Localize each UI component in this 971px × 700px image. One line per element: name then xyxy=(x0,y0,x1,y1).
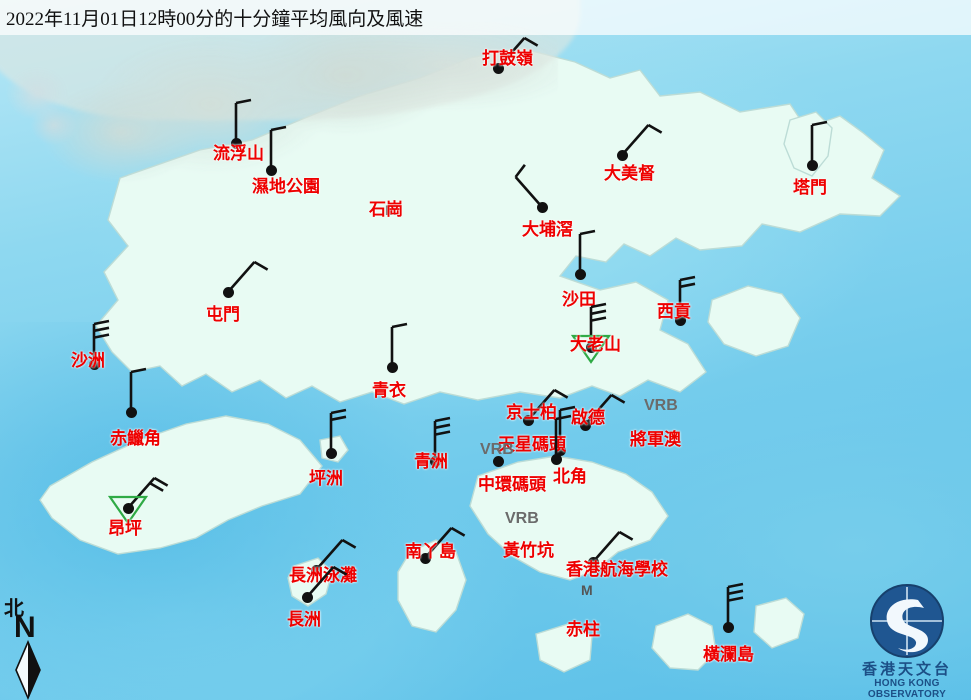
wind-barb-icon xyxy=(92,319,110,364)
wind-barb-icon xyxy=(592,530,634,563)
station-label: 啟德 xyxy=(571,408,605,427)
station-label: 將軍澳 xyxy=(630,430,681,449)
wind-barb-icon xyxy=(554,414,572,459)
station-dot-icon xyxy=(122,502,134,514)
station-dot-icon xyxy=(674,314,686,326)
station-label: 沙田 xyxy=(562,290,596,309)
station-label: 屯門 xyxy=(206,305,240,324)
station-label: 黃竹坑 xyxy=(503,541,554,560)
station-dot-icon xyxy=(301,591,313,603)
station-label: 香港航海學校 xyxy=(566,560,668,579)
compass-needle-icon xyxy=(15,640,41,700)
station-dot-icon xyxy=(616,149,628,161)
station-dot-icon xyxy=(222,286,234,298)
station-dot-icon xyxy=(522,414,534,426)
station-label: 濕地公園 xyxy=(252,177,320,196)
hko-name-en: HONG KONG OBSERVATORY xyxy=(867,678,947,700)
wind-barb-icon xyxy=(433,416,451,461)
station-label: 大美督 xyxy=(604,164,655,183)
title-band xyxy=(0,0,971,35)
wind-barb-icon xyxy=(558,405,576,450)
wind-barb-icon xyxy=(584,393,626,426)
wind-barb-icon xyxy=(127,476,169,509)
calm-wind-label: M xyxy=(581,582,593,598)
station-dot-icon xyxy=(265,164,277,176)
hko-logo: 香港天文台 HONG KONG OBSERVATORY xyxy=(846,584,968,700)
station-dot-icon xyxy=(125,406,137,418)
wind-barb-icon xyxy=(227,260,269,293)
automatic-station-triangle-icon xyxy=(107,495,149,525)
station-label: 沙洲 xyxy=(71,351,105,370)
wind-barb-icon xyxy=(269,125,287,170)
station-dot-icon xyxy=(429,455,441,467)
station-label: 塔門 xyxy=(793,178,827,197)
wind-barb-icon xyxy=(390,322,408,367)
wind-barb-icon xyxy=(497,36,539,69)
wind-barb-icon xyxy=(810,120,828,165)
station-label: 流浮山 xyxy=(213,144,264,163)
station-label: 赤柱 xyxy=(566,620,600,639)
compass-north-label-en: N xyxy=(14,611,36,644)
wind-barb-icon xyxy=(129,367,147,412)
station-label: 北角 xyxy=(553,467,587,486)
wind-barb-icon xyxy=(621,123,663,156)
wind-barb-icon xyxy=(678,275,696,320)
station-label: 昂坪 xyxy=(108,519,142,538)
wind-barb-icon xyxy=(306,565,348,598)
calm-wind-label: M xyxy=(385,202,397,218)
wind-barb-icon xyxy=(514,164,543,208)
page-title: 2022年11月01日12時00分的十分鐘平均風向及風速 xyxy=(6,9,424,30)
station-label: 青衣 xyxy=(372,381,406,400)
wind-barb-icon xyxy=(424,526,466,559)
station-dot-icon xyxy=(550,453,562,465)
station-label: 西貢 xyxy=(657,302,691,321)
station-dot-icon xyxy=(722,621,734,633)
station-label: 青洲 xyxy=(414,452,448,471)
hko-name-zh: 香港天文台 xyxy=(861,662,952,678)
station-label: 坪洲 xyxy=(309,469,343,488)
station-dot-icon xyxy=(574,268,586,280)
wind-barb-icon xyxy=(726,582,744,627)
automatic-station-triangle-icon xyxy=(570,334,612,364)
variable-wind-label: VRB xyxy=(505,510,539,527)
wind-barb-icon xyxy=(578,229,596,274)
station-dot-icon xyxy=(386,361,398,373)
wind-barb-icon xyxy=(329,408,347,453)
station-dot-icon xyxy=(230,137,242,149)
station-dot-icon xyxy=(579,419,591,431)
station-label: 大埔滘 xyxy=(522,220,573,239)
station-dot-icon xyxy=(419,552,431,564)
satellite-imagery-patch xyxy=(0,22,558,200)
station-dot-icon xyxy=(88,358,100,370)
station-label: 長洲 xyxy=(287,610,321,629)
station-label: 石崗 xyxy=(369,200,403,219)
station-label: 橫瀾島 xyxy=(703,645,754,664)
station-label: 打鼓嶺 xyxy=(482,49,533,68)
station-dot-icon xyxy=(492,455,504,467)
station-label: 天星碼頭 xyxy=(498,435,566,454)
variable-wind-label: VRB xyxy=(644,397,678,414)
wind-barb-icon xyxy=(527,388,569,421)
station-label: 中環碼頭 xyxy=(478,475,546,494)
station-dot-icon xyxy=(536,201,548,213)
wind-barb-icon xyxy=(315,538,357,571)
variable-wind-label: VRB xyxy=(480,441,514,458)
wind-barb-icon xyxy=(589,302,607,347)
station-dot-icon xyxy=(492,62,504,74)
station-label: 南丫島 xyxy=(405,542,456,561)
station-label: 大老山 xyxy=(570,335,621,354)
compass-rose: 北 N xyxy=(2,592,62,700)
station-label: 京士柏 xyxy=(506,403,557,422)
station-dot-icon xyxy=(806,159,818,171)
station-label: 赤鱲角 xyxy=(110,429,161,448)
wind-barb-icon xyxy=(234,98,252,143)
station-dot-icon xyxy=(587,556,599,568)
station-dot-icon xyxy=(554,444,566,456)
station-dot-icon xyxy=(325,447,337,459)
station-dot-icon xyxy=(585,341,597,353)
compass-north-label-zh: 北 xyxy=(4,598,24,620)
station-dot-icon xyxy=(310,564,322,576)
hko-emblem-icon xyxy=(870,584,944,658)
